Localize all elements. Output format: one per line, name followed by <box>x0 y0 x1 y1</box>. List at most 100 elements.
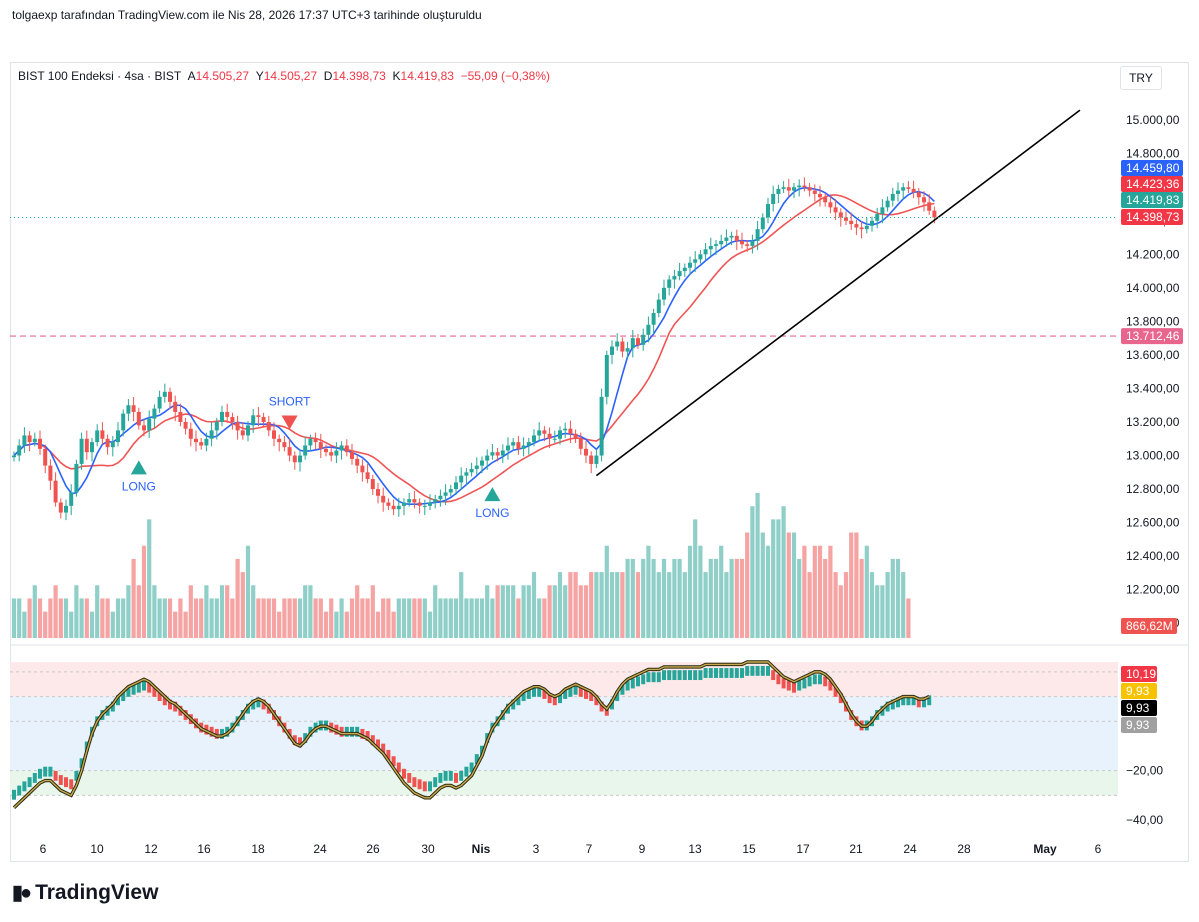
low-label: D <box>323 69 333 83</box>
candle-body <box>334 450 339 456</box>
volume-bar <box>407 598 412 638</box>
price-tag <box>1121 160 1183 176</box>
volume-bar <box>126 585 131 638</box>
candle-body <box>350 452 354 459</box>
candle-body <box>480 460 484 466</box>
candle-body <box>620 341 625 352</box>
oscillator-bar <box>682 670 687 681</box>
volume-bar <box>43 611 48 638</box>
candle-body <box>27 435 32 443</box>
candle-body <box>303 445 308 456</box>
candle-body <box>48 465 53 481</box>
volume-bar <box>583 585 589 638</box>
candle-body <box>542 430 547 434</box>
candle-body <box>204 438 209 446</box>
candle-body <box>469 468 474 473</box>
volume-bar <box>635 572 641 638</box>
volume-bar <box>599 572 604 638</box>
volume-bar <box>521 585 526 638</box>
oscillator-bar <box>890 699 895 710</box>
fast-moving-average <box>13 186 935 505</box>
tradingview-logo[interactable]: ▮● TradingView <box>12 880 158 905</box>
price-axis-tick: 14.200,00 <box>1126 247 1180 261</box>
long-signal-arrow <box>484 487 501 502</box>
candle-body <box>682 267 687 272</box>
candle-body <box>220 411 224 422</box>
oscillator-bar <box>792 682 796 693</box>
volume-bar <box>53 585 58 638</box>
volume-bar <box>79 598 84 638</box>
oscillator-value-tag <box>1121 683 1157 699</box>
candle-body <box>168 391 172 402</box>
candle-body <box>402 502 406 506</box>
candle-body <box>901 187 906 191</box>
candle-body <box>599 396 604 456</box>
volume-bar <box>687 545 693 638</box>
time-axis-tick: 9 <box>639 842 646 856</box>
volume-tag <box>1121 618 1177 634</box>
volume-bar <box>318 598 323 638</box>
volume-bar <box>609 572 615 638</box>
oscillator-bar <box>516 695 521 706</box>
candle-body <box>870 220 874 226</box>
oscillator-bar <box>584 689 588 699</box>
volume-bar <box>765 545 771 638</box>
volume-bar <box>661 558 667 638</box>
oscillator-bar <box>599 701 604 712</box>
volume-bar <box>677 558 682 638</box>
oscillator-bar <box>807 676 812 687</box>
currency-button[interactable]: TRY <box>1120 66 1162 90</box>
change-value: −55,09 (−0,38%) <box>460 69 551 83</box>
volume-bar <box>84 598 89 638</box>
oscillator-bar <box>703 668 708 678</box>
oscillator-bar <box>370 735 375 746</box>
oscillator-bar <box>32 773 37 783</box>
candle-body <box>225 411 230 417</box>
time-axis-tick: Nis <box>472 842 491 856</box>
oscillator-bar <box>656 672 661 683</box>
candle-body <box>32 438 37 443</box>
volume-bar <box>323 611 329 638</box>
candle-body <box>604 354 609 397</box>
volume-bar <box>724 572 729 638</box>
symbol-label[interactable]: BIST 100 Endeksi · 4sa · BIST <box>18 69 181 83</box>
oscillator-bar <box>573 684 578 695</box>
candle-body <box>417 502 422 506</box>
oscillator-value-tag-label: 9,93 <box>1126 684 1150 698</box>
candle-body <box>464 472 469 476</box>
candle-body <box>573 433 578 439</box>
volume-bar <box>11 598 17 638</box>
oscillator-bar <box>454 773 458 783</box>
candle-body <box>880 207 885 215</box>
candle-body <box>833 207 838 213</box>
oscillator-bar <box>911 695 916 706</box>
oscillator-bar <box>474 754 479 764</box>
oscillator-bar <box>136 682 141 693</box>
candle-body <box>194 438 198 443</box>
volume-bar <box>869 572 875 638</box>
volume-bar <box>193 598 199 638</box>
oscillator-bar <box>833 686 838 697</box>
oscillator-bar <box>381 743 386 754</box>
volume-bar <box>516 598 521 638</box>
oscillator-bar <box>547 693 552 704</box>
candle-body <box>745 244 750 246</box>
volume-bar <box>115 598 121 638</box>
oscillator-bar <box>786 680 791 691</box>
candle-body <box>199 442 204 446</box>
candle-body <box>162 391 167 397</box>
volume-bar <box>422 598 427 638</box>
candle-body <box>885 200 890 208</box>
time-axis-tick: 15 <box>742 842 756 856</box>
volume-bar <box>214 598 219 638</box>
oscillator-bar <box>610 699 614 710</box>
candle-body <box>178 411 183 422</box>
candle-body <box>781 187 786 189</box>
candle-body <box>412 499 417 503</box>
oscillator-bar <box>693 670 698 681</box>
candle-body <box>734 235 739 241</box>
volume-bar <box>157 598 162 638</box>
oscillator-bar <box>173 701 178 712</box>
time-axis-tick: 18 <box>251 842 265 856</box>
